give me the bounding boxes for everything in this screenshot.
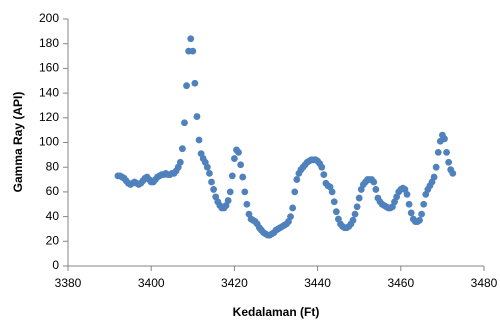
y-tick-label: 60 [46, 184, 60, 198]
point [291, 188, 299, 196]
point [420, 200, 428, 208]
point [189, 47, 197, 55]
point [210, 186, 218, 193]
point [228, 172, 236, 180]
y-tick-label: 120 [39, 110, 59, 124]
point [203, 163, 211, 171]
point [224, 197, 232, 204]
point [179, 145, 186, 153]
point [407, 209, 415, 217]
y-tick-label: 0 [52, 258, 59, 272]
point [434, 148, 442, 156]
point [372, 186, 380, 193]
point [445, 158, 453, 166]
y-axis-title: Gamma Ray (API) [11, 92, 25, 193]
point [318, 163, 326, 171]
point [287, 213, 294, 221]
x-tick-label: 3380 [55, 276, 82, 290]
x-tick-label: 3440 [304, 276, 331, 290]
x-axis-title: Kedalaman (Ft) [233, 305, 320, 319]
point [206, 169, 213, 177]
x-tick-label: 3400 [138, 276, 165, 290]
point [430, 173, 438, 181]
point [349, 216, 357, 224]
point [208, 178, 215, 186]
point [353, 203, 361, 211]
point [243, 200, 251, 208]
point [293, 176, 301, 183]
point [241, 188, 249, 196]
point [443, 148, 450, 156]
point [418, 210, 425, 218]
point [289, 204, 297, 212]
point [195, 136, 203, 144]
point [237, 161, 245, 169]
x-tick-label: 3420 [221, 276, 248, 290]
point [183, 82, 190, 90]
y-tick-label: 80 [46, 159, 60, 173]
point [441, 135, 448, 143]
point [193, 113, 201, 120]
y-tick-label: 180 [39, 36, 59, 50]
point [432, 163, 440, 171]
x-tick-label: 3460 [387, 276, 414, 290]
point [328, 188, 336, 196]
point [191, 79, 199, 87]
y-tick-label: 40 [46, 209, 60, 223]
y-tick-label: 20 [46, 233, 60, 247]
y-tick-label: 160 [39, 61, 59, 75]
y-tick-label: 100 [39, 135, 59, 149]
point [181, 119, 188, 127]
y-tick-label: 140 [39, 85, 59, 99]
point [187, 35, 195, 43]
point [235, 148, 242, 156]
point [405, 200, 413, 208]
point [320, 171, 328, 179]
point [226, 188, 234, 196]
point [449, 169, 457, 177]
point [351, 210, 359, 218]
point [416, 216, 423, 224]
point [355, 194, 363, 202]
x-tick-label: 3480 [471, 276, 498, 290]
point [330, 198, 338, 206]
point [370, 178, 378, 186]
point [231, 155, 238, 162]
y-tick-label: 200 [39, 11, 59, 25]
point [332, 208, 340, 216]
point [176, 158, 184, 166]
point [403, 190, 411, 198]
point [239, 173, 247, 181]
